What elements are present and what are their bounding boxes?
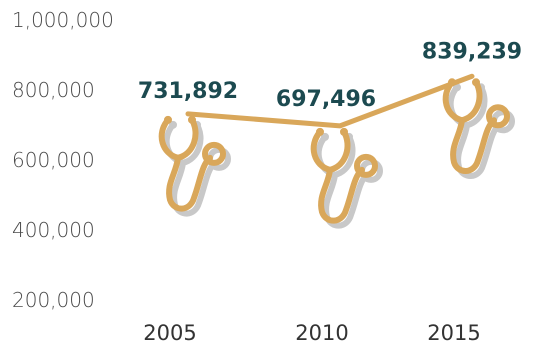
data-label: 731,892 bbox=[138, 79, 238, 104]
data-label: 697,496 bbox=[276, 87, 376, 112]
x-axis: 2005 2010 2015 bbox=[143, 321, 480, 345]
y-tick-label: 600,000 bbox=[12, 148, 95, 172]
data-label: 839,239 bbox=[422, 39, 522, 64]
y-tick-label: 1,000,000 bbox=[12, 8, 114, 32]
series-line bbox=[185, 73, 475, 129]
y-tick-label: 400,000 bbox=[12, 218, 95, 242]
y-tick-label: 800,000 bbox=[12, 78, 95, 102]
series-line-group bbox=[185, 73, 475, 129]
x-tick-label: 2010 bbox=[295, 321, 348, 345]
y-tick-label: 200,000 bbox=[12, 288, 95, 312]
x-tick-label: 2005 bbox=[143, 321, 196, 345]
data-labels: 731,892 697,496 839,239 bbox=[138, 39, 522, 112]
stethoscope-icon bbox=[162, 116, 228, 213]
y-axis: 200,000 400,000 600,000 800,000 1,000,000 bbox=[12, 8, 114, 312]
stethoscope-icon bbox=[314, 128, 380, 225]
x-tick-label: 2015 bbox=[427, 321, 480, 345]
stethoscope-icon bbox=[446, 79, 512, 176]
